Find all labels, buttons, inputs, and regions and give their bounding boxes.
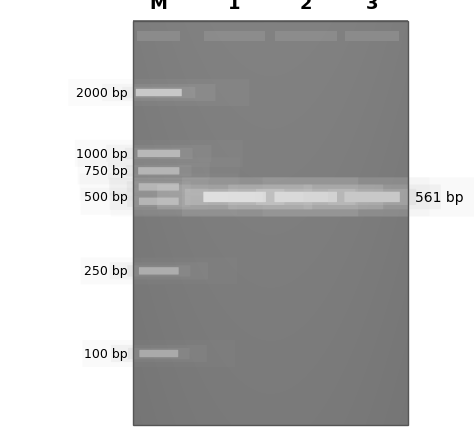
- FancyBboxPatch shape: [203, 192, 266, 203]
- Bar: [275, 31, 337, 42]
- FancyBboxPatch shape: [81, 258, 237, 285]
- FancyBboxPatch shape: [303, 185, 441, 210]
- FancyBboxPatch shape: [328, 189, 416, 206]
- Text: 100 bp: 100 bp: [84, 347, 128, 360]
- FancyBboxPatch shape: [344, 192, 400, 203]
- Text: 2: 2: [300, 0, 312, 13]
- FancyBboxPatch shape: [228, 185, 383, 210]
- FancyBboxPatch shape: [139, 198, 179, 205]
- FancyBboxPatch shape: [136, 89, 182, 97]
- FancyBboxPatch shape: [182, 178, 429, 217]
- FancyBboxPatch shape: [125, 148, 192, 160]
- Text: 750 bp: 750 bp: [84, 165, 128, 178]
- FancyBboxPatch shape: [126, 166, 191, 177]
- Bar: [345, 31, 399, 42]
- FancyBboxPatch shape: [68, 80, 249, 107]
- FancyBboxPatch shape: [139, 267, 179, 275]
- Bar: [204, 31, 265, 42]
- FancyBboxPatch shape: [263, 178, 474, 217]
- FancyBboxPatch shape: [185, 189, 284, 206]
- FancyBboxPatch shape: [157, 185, 312, 210]
- Text: 3: 3: [366, 0, 378, 13]
- FancyBboxPatch shape: [78, 158, 240, 185]
- FancyBboxPatch shape: [75, 141, 243, 168]
- Bar: [137, 31, 180, 42]
- Text: 1000 bp: 1000 bp: [76, 148, 128, 161]
- FancyBboxPatch shape: [127, 266, 191, 277]
- FancyBboxPatch shape: [137, 150, 180, 158]
- FancyBboxPatch shape: [110, 263, 208, 280]
- Text: M: M: [150, 0, 168, 13]
- FancyBboxPatch shape: [122, 88, 195, 99]
- FancyBboxPatch shape: [110, 193, 208, 210]
- FancyBboxPatch shape: [128, 348, 190, 359]
- Bar: [133, 22, 408, 425]
- FancyBboxPatch shape: [80, 174, 238, 201]
- FancyBboxPatch shape: [127, 182, 191, 193]
- FancyBboxPatch shape: [138, 184, 179, 191]
- FancyBboxPatch shape: [111, 345, 207, 362]
- FancyBboxPatch shape: [81, 188, 237, 215]
- Text: 1: 1: [228, 0, 241, 13]
- Text: 250 bp: 250 bp: [84, 265, 128, 278]
- FancyBboxPatch shape: [82, 340, 235, 367]
- FancyBboxPatch shape: [138, 168, 179, 175]
- Text: 561 bp: 561 bp: [415, 191, 464, 204]
- FancyBboxPatch shape: [127, 196, 191, 207]
- FancyBboxPatch shape: [108, 163, 210, 180]
- FancyBboxPatch shape: [106, 145, 211, 163]
- FancyBboxPatch shape: [274, 192, 337, 203]
- FancyBboxPatch shape: [111, 178, 358, 217]
- FancyBboxPatch shape: [102, 85, 216, 102]
- Text: 500 bp: 500 bp: [84, 191, 128, 204]
- FancyBboxPatch shape: [109, 179, 209, 196]
- Text: 2000 bp: 2000 bp: [76, 87, 128, 100]
- FancyBboxPatch shape: [139, 350, 178, 358]
- FancyBboxPatch shape: [256, 189, 356, 206]
